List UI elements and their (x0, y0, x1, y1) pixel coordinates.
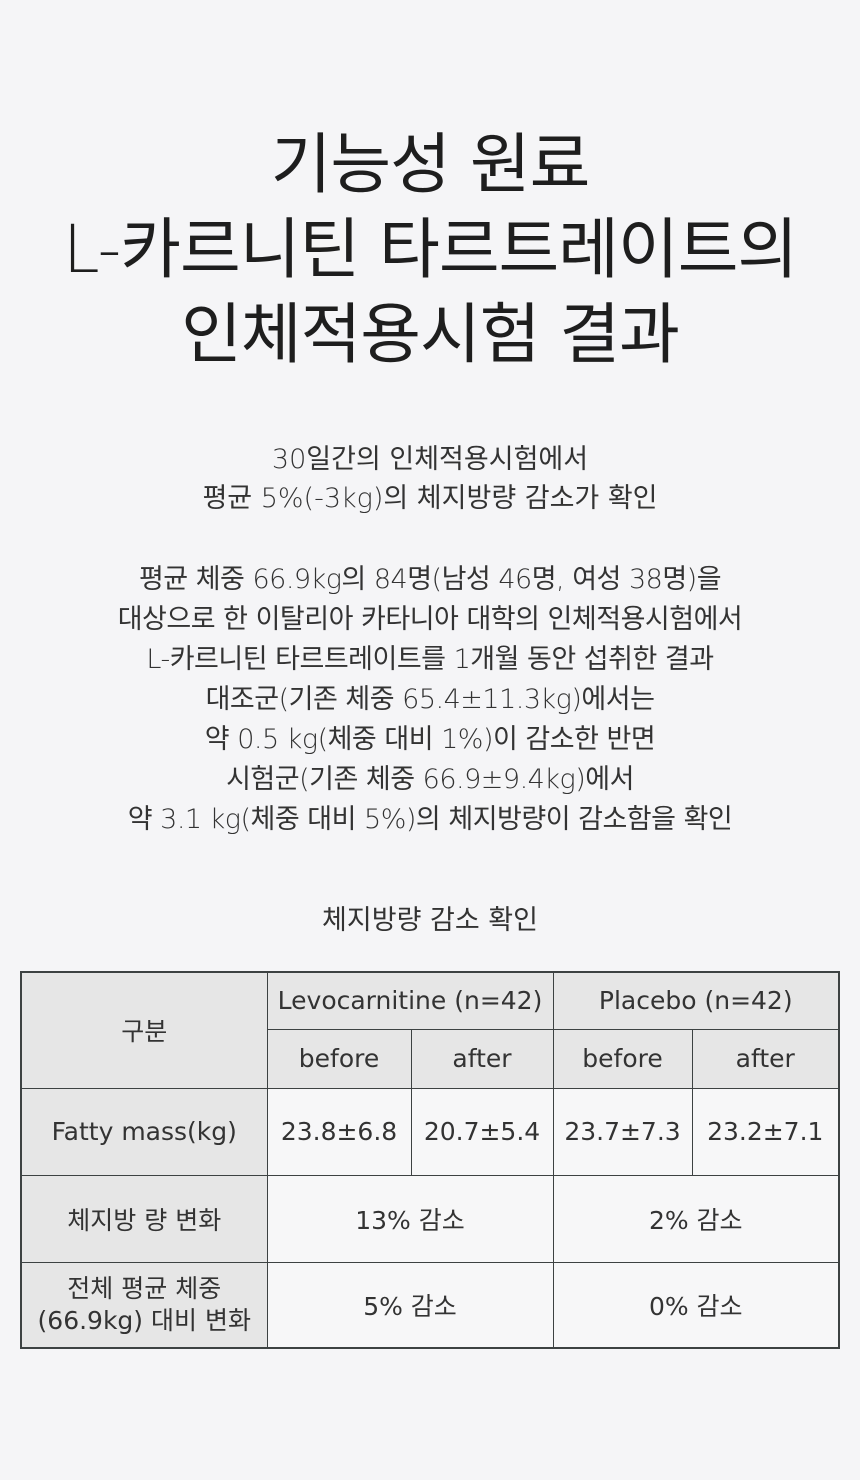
table-cell: 5% 감소 (266, 1261, 554, 1349)
header-group-placebo: Placebo (n=42) (552, 971, 840, 1030)
row-label: 체지방 량 변화 (20, 1174, 268, 1263)
subheader-before: before (552, 1028, 693, 1089)
paragraph-line: 대조군(기존 체중 65.4±11.3kg)에서는 (205, 684, 655, 715)
table-cell: 2% 감소 (552, 1174, 840, 1263)
table-row: 체지방 량 변화 13% 감소 2% 감소 (20, 1174, 840, 1263)
title-line: 기능성 원료 (270, 126, 591, 203)
table-cell: 0% 감소 (552, 1261, 840, 1349)
header-group-levocarnitine: Levocarnitine (n=42) (266, 971, 554, 1030)
subtitle-line: 평균 5%(-3kg)의 체지방량 감소가 확인 (202, 483, 658, 514)
subtitle-line: 30일간의 인체적용시험에서 (271, 444, 589, 475)
subtitle: 30일간의 인체적용시험에서 평균 5%(-3kg)의 체지방량 감소가 확인 (0, 440, 860, 518)
page-title: 기능성 원료 L-카르니틴 타르트레이트의 인체적용시험 결과 (0, 122, 860, 377)
results-table: 구분 Levocarnitine (n=42) Placebo (n=42) b… (20, 971, 841, 1349)
table-cell: 13% 감소 (266, 1174, 554, 1263)
row-label-line: 전체 평균 체중 (67, 1273, 222, 1303)
paragraph-line: 평균 체중 66.9kg의 84명(남성 46명, 여성 38명)을 (138, 564, 722, 595)
table-row: 전체 평균 체중 (66.9kg) 대비 변화 5% 감소 0% 감소 (20, 1261, 840, 1349)
row-label: 전체 평균 체중 (66.9kg) 대비 변화 (20, 1261, 268, 1349)
subheader-after: after (691, 1028, 840, 1089)
table-caption: 체지방량 감소 확인 (322, 905, 538, 936)
table-cell: 23.7±7.3 (552, 1087, 693, 1176)
table-cell: 20.7±5.4 (410, 1087, 554, 1176)
title-line: 인체적용시험 결과 (181, 296, 680, 373)
paragraph-line: 대상으로 한 이탈리아 카타니아 대학의 인체적용시험에서 (117, 604, 743, 635)
header-corner: 구분 (20, 971, 268, 1089)
table-row: Fatty mass(kg) 23.8±6.8 20.7±5.4 23.7±7.… (20, 1087, 840, 1176)
subheader-after: after (410, 1028, 554, 1089)
subheader-before: before (266, 1028, 412, 1089)
paragraph-line: 약 0.5 kg(체중 대비 1%)이 감소한 반면 (204, 724, 656, 755)
title-line: L-카르니틴 타르트레이트의 (62, 211, 798, 288)
paragraph-line: 시험군(기존 체중 66.9±9.4kg)에서 (226, 764, 634, 795)
table-cell: 23.2±7.1 (691, 1087, 840, 1176)
paragraph-line: L-카르니틴 타르트레이트를 1개월 동안 섭취한 결과 (146, 644, 714, 675)
row-label: Fatty mass(kg) (20, 1087, 268, 1176)
table-subheader-row: before after before after (21, 1028, 840, 1089)
paragraph-line: 약 3.1 kg(체중 대비 5%)의 체지방량이 감소함을 확인 (127, 804, 733, 835)
table-header-row: 구분 Levocarnitine (n=42) Placebo (n=42) (20, 971, 840, 1089)
description-paragraph: 평균 체중 66.9kg의 84명(남성 46명, 여성 38명)을 대상으로 … (0, 560, 860, 840)
row-label-line: (66.9kg) 대비 변화 (37, 1305, 251, 1335)
table-cell: 23.8±6.8 (266, 1087, 412, 1176)
